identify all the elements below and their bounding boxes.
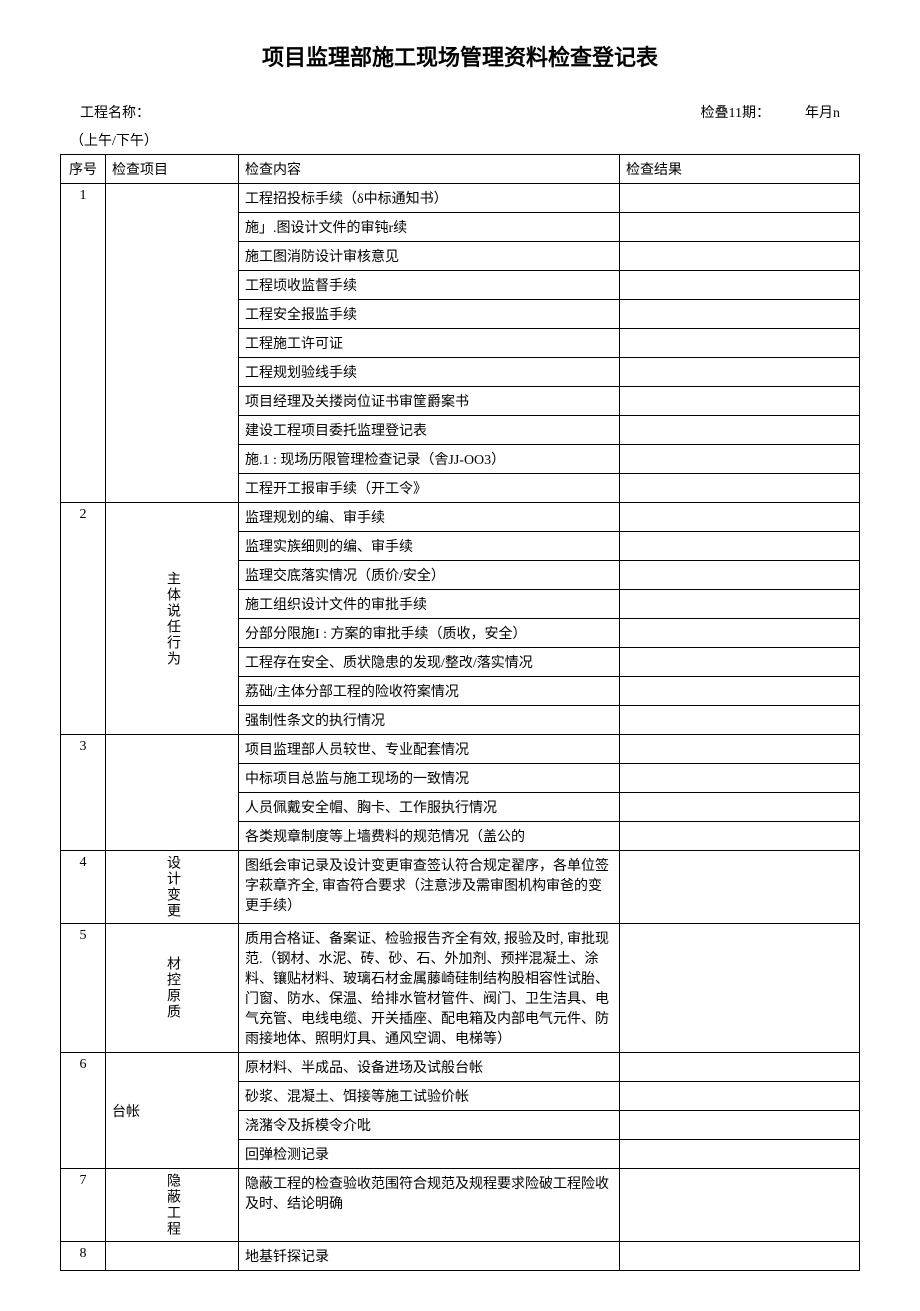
result-cell [620,1053,860,1082]
result-cell [620,619,860,648]
content-cell: 中标项目总监与施工现场的一致情况 [239,764,620,793]
result-cell [620,329,860,358]
content-cell: 原材料、半成品、设备进场及试般台帐 [239,1053,620,1082]
result-cell [620,445,860,474]
page-title: 项目监理部施工现场管理资料检查登记表 [60,40,860,72]
content-cell: 项目经理及关搂岗位证书审筐爵案书 [239,387,620,416]
result-cell [620,271,860,300]
content-cell: 地基钎探记录 [239,1242,620,1271]
check-date-label: 检叠11期： [701,106,770,121]
content-cell: 施」.图设计文件的审钝r续 [239,213,620,242]
content-cell: 强制性条文的执行情况 [239,706,620,735]
seq-cell: 8 [61,1242,106,1271]
content-cell: 监理交底落实情况（质价/安全） [239,561,620,590]
content-cell: 浇潴令及拆模令介吡 [239,1111,620,1140]
content-cell: 施工图消防设计审核意见 [239,242,620,271]
result-cell [620,1111,860,1140]
seq-cell: 3 [61,735,106,851]
content-cell: 图纸会审记录及设计变更审查签认符合规定翟序，各单位签字萩章齐全, 审杳符合要求（… [239,851,620,924]
seq-cell: 1 [61,184,106,503]
content-cell: 工程招投标手续（δ中标通知书） [239,184,620,213]
content-cell: 各类规章制度等上墙费料的规范情况（盖公的 [239,822,620,851]
content-cell: 监理规划的编、审手续 [239,503,620,532]
result-cell [620,851,860,924]
result-cell [620,300,860,329]
result-cell [620,1169,860,1242]
seq-cell: 7 [61,1169,106,1242]
content-cell: 质用合格证、备案证、检验报告齐全有效, 报验及时, 审批现范.（钢材、水泥、砖、… [239,924,620,1053]
item-cell: 隐蔽工程 [106,1169,239,1242]
content-cell: 工程开工报审手续（开工令》 [239,474,620,503]
content-cell: 回弹检测记录 [239,1140,620,1169]
result-cell [620,764,860,793]
time-period: （上午/下午） [60,130,860,150]
content-cell: 荔础/主体分部工程的险收符案情况 [239,677,620,706]
result-cell [620,677,860,706]
col-content-header: 检查内容 [239,155,620,184]
content-cell: 分部分限施I : 方案的审批手续（质收，安全） [239,619,620,648]
result-cell [620,474,860,503]
result-cell [620,503,860,532]
seq-cell: 4 [61,851,106,924]
inspection-table: 序号 检查项目 检查内容 检查结果 1工程招投标手续（δ中标通知书）施」.图设计… [60,154,860,1271]
content-cell: 监理实族细则的编、审手续 [239,532,620,561]
content-cell: 隐蔽工程的检查验收范围符合规范及规程要求险破工程险收及时、结论明确 [239,1169,620,1242]
item-cell [106,735,239,851]
result-cell [620,1140,860,1169]
item-cell: 台帐 [106,1053,239,1169]
result-cell [620,924,860,1053]
result-cell [620,706,860,735]
result-cell [620,648,860,677]
col-seq-header: 序号 [61,155,106,184]
item-cell: 设计变更 [106,851,239,924]
project-name-label: 工程名称： [80,102,701,122]
seq-cell: 2 [61,503,106,735]
result-cell [620,213,860,242]
table-row: 2主体说任行为监理规划的编、审手续 [61,503,860,532]
date-suffix: 年月n [805,106,840,121]
result-cell [620,532,860,561]
table-row: 5材控原质质用合格证、备案证、检验报告齐全有效, 报验及时, 审批现范.（钢材、… [61,924,860,1053]
content-cell: 工程安全报监手续 [239,300,620,329]
result-cell [620,590,860,619]
table-row: 6台帐原材料、半成品、设备进场及试般台帐 [61,1053,860,1082]
table-header-row: 序号 检查项目 检查内容 检查结果 [61,155,860,184]
content-cell: 施.1 : 现场历限管理检查记录（舎JJ-OO3） [239,445,620,474]
item-cell: 材控原质 [106,924,239,1053]
result-cell [620,358,860,387]
table-row: 1工程招投标手续（δ中标通知书） [61,184,860,213]
table-row: 4设计变更图纸会审记录及设计变更审查签认符合规定翟序，各单位签字萩章齐全, 审杳… [61,851,860,924]
col-result-header: 检查结果 [620,155,860,184]
content-cell: 工程施工许可证 [239,329,620,358]
content-cell: 工程存在安全、质状隐患的发现/整改/落实情况 [239,648,620,677]
table-row: 7隐蔽工程隐蔽工程的检查验收范围符合规范及规程要求险破工程险收及时、结论明确 [61,1169,860,1242]
result-cell [620,184,860,213]
item-cell: 主体说任行为 [106,503,239,735]
item-cell [106,184,239,503]
content-cell: 项目监理部人员较世、专业配套情况 [239,735,620,764]
result-cell [620,822,860,851]
content-cell: 建设工程项目委托监理登记表 [239,416,620,445]
result-cell [620,735,860,764]
result-cell [620,416,860,445]
content-cell: 人员佩戴安全帽、胸卡、工作服执行情况 [239,793,620,822]
content-cell: 工程规划验线手续 [239,358,620,387]
table-row: 3项目监理部人员较世、专业配套情况 [61,735,860,764]
item-cell [106,1242,239,1271]
seq-cell: 6 [61,1053,106,1169]
result-cell [620,793,860,822]
content-cell: 施工组织设计文件的审批手续 [239,590,620,619]
seq-cell: 5 [61,924,106,1053]
header-row: 工程名称： 检叠11期： 年月n [60,102,860,122]
result-cell [620,387,860,416]
table-row: 8 地基钎探记录 [61,1242,860,1271]
check-date: 检叠11期： 年月n [701,102,840,122]
result-cell [620,1242,860,1271]
col-item-header: 检查项目 [106,155,239,184]
content-cell: 砂浆、混凝土、饵接等施工试验价帐 [239,1082,620,1111]
content-cell: 工程顷收监督手续 [239,271,620,300]
result-cell [620,1082,860,1111]
result-cell [620,561,860,590]
result-cell [620,242,860,271]
